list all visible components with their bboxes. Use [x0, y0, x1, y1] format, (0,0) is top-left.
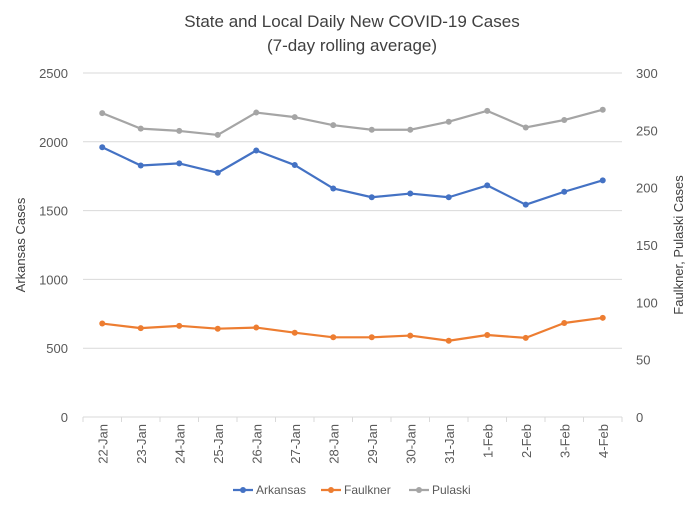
x-tick-label: 4-Feb [596, 424, 611, 458]
arkansas-point [291, 162, 298, 169]
right-tick-label: 200 [636, 181, 658, 196]
pulaski-point [445, 118, 452, 125]
gridlines [83, 72, 622, 418]
faulkner-point [176, 322, 183, 329]
x-tick-label: 27-Jan [288, 424, 303, 464]
x-tick-label: 22-Jan [95, 424, 110, 464]
chart-subtitle: (7-day rolling average) [267, 36, 437, 55]
x-axis-ticks: 22-Jan 23-Jan 24-Jan 25-Jan 26-Jan 27-Jan 28-J… [82, 417, 623, 464]
faulkner-point [253, 324, 260, 331]
x-tick-label: 26-Jan [249, 424, 264, 464]
legend-pulaski-marker [416, 487, 422, 493]
x-tick-label: 25-Jan [211, 424, 226, 464]
legend-arkansas-marker [240, 487, 246, 493]
faulkner-point [445, 337, 452, 344]
arkansas-point [599, 177, 606, 184]
x-tick-label: 24-Jan [172, 424, 187, 464]
arkansas-point [137, 162, 144, 169]
faulkner-point [599, 314, 606, 321]
faulkner-point [137, 325, 144, 332]
x-tick-label: 2-Feb [519, 424, 534, 458]
left-tick-label: 1500 [39, 204, 68, 219]
arkansas-point [330, 185, 337, 192]
pulaski-point [599, 106, 606, 113]
faulkner-point [407, 332, 414, 339]
series-group [99, 106, 606, 344]
faulkner-point [368, 334, 375, 341]
left-axis-label: Arkansas Cases [13, 197, 28, 292]
legend-faulkner-marker [328, 487, 334, 493]
left-tick-label: 2500 [39, 66, 68, 81]
right-tick-label: 300 [636, 66, 658, 81]
faulkner-point [522, 334, 529, 341]
pulaski-point [99, 110, 106, 117]
x-tick-label: 31-Jan [442, 424, 457, 464]
arkansas-line [101, 146, 604, 206]
pulaski-point [330, 122, 337, 129]
right-axis-label: Faulkner, Pulaski Cases [671, 175, 686, 315]
pulaski-point [561, 117, 568, 124]
pulaski-point [484, 107, 491, 114]
legend: Arkansas Faulkner Pulaski [233, 483, 471, 497]
pulaski-point [137, 125, 144, 132]
arkansas-point [561, 188, 568, 195]
right-axis-ticks: 0 50 100 150 200 250 300 [636, 66, 658, 425]
right-tick-label: 50 [636, 353, 650, 368]
pulaski-point [253, 109, 260, 116]
right-tick-label: 150 [636, 238, 658, 253]
chart-title: State and Local Daily New COVID-19 Cases [184, 12, 519, 31]
left-tick-label: 0 [61, 410, 68, 425]
faulkner-point [561, 319, 568, 326]
right-tick-label: 0 [636, 410, 643, 425]
right-tick-label: 100 [636, 295, 658, 310]
pulaski-line [101, 108, 604, 137]
faulkner-point [291, 329, 298, 336]
pulaski-point [214, 131, 221, 138]
arkansas-point [214, 169, 221, 176]
x-tick-label: 28-Jan [326, 424, 341, 464]
faulkner-line [101, 316, 604, 342]
arkansas-point [99, 144, 106, 151]
faulkner-point [214, 325, 221, 332]
left-tick-label: 500 [46, 341, 68, 356]
right-tick-label: 250 [636, 123, 658, 138]
x-tick-label: 29-Jan [365, 424, 380, 464]
faulkner-point [484, 332, 491, 339]
pulaski-point [368, 126, 375, 133]
arkansas-point [484, 182, 491, 189]
left-axis-ticks: 0 500 1000 1500 2000 2500 [39, 66, 68, 425]
arkansas-point [176, 160, 183, 167]
x-tick-label: 3-Feb [557, 424, 572, 458]
legend-faulkner-label: Faulkner [344, 483, 391, 497]
faulkner-point [330, 334, 337, 341]
left-tick-label: 1000 [39, 272, 68, 287]
arkansas-point [522, 201, 529, 208]
left-tick-label: 2000 [39, 135, 68, 150]
legend-pulaski-label: Pulaski [432, 483, 471, 497]
x-tick-label: 30-Jan [403, 424, 418, 464]
pulaski-point [407, 126, 414, 133]
arkansas-point [253, 147, 260, 154]
pulaski-point [522, 124, 529, 131]
arkansas-point [445, 194, 452, 201]
pulaski-point [176, 127, 183, 134]
x-tick-label: 1-Feb [480, 424, 495, 458]
faulkner-point [99, 320, 106, 327]
arkansas-point [407, 190, 414, 197]
x-tick-label: 23-Jan [134, 424, 149, 464]
arkansas-point [368, 194, 375, 201]
pulaski-point [291, 114, 298, 121]
legend-arkansas-label: Arkansas [256, 483, 306, 497]
